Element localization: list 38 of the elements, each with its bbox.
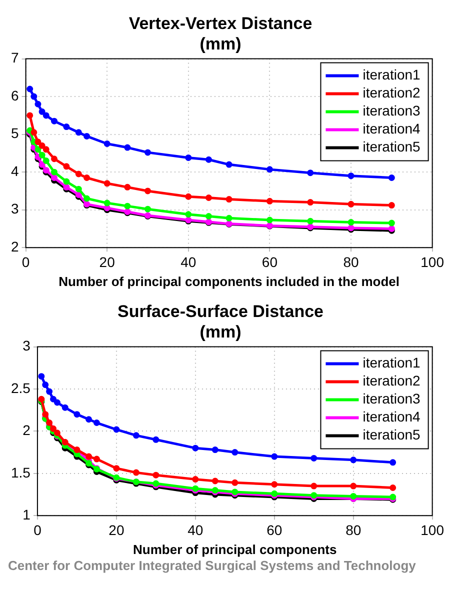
y-tick-label: 1.5	[10, 464, 31, 480]
y-tick-label: 1	[22, 506, 31, 522]
legend-label: iteration2	[362, 372, 421, 389]
y-tick-label: 2	[22, 422, 31, 438]
legend-label: iteration5	[362, 138, 421, 155]
legend-label: iteration5	[362, 426, 421, 443]
legend-label: iteration3	[362, 390, 421, 407]
y-tick-label: 5	[10, 125, 19, 142]
chart-title: Surface-Surface Distance (mm)	[118, 302, 324, 342]
x-tick-label: 100	[420, 254, 444, 270]
x-tick-label: 40	[188, 522, 204, 538]
legend-label: iteration2	[362, 84, 421, 101]
text: Center for Computer Integrated Surgical Systems and Technology	[8, 558, 417, 573]
y-tick-label: 3	[22, 338, 31, 354]
x-tick-label: 0	[34, 522, 42, 538]
y-tick-label: 2	[10, 238, 19, 254]
x-axis-title: Number of principal components	[133, 542, 337, 557]
chart-title: Vertex-Vertex Distance (mm)	[128, 14, 312, 54]
legend-label: iteration4	[362, 120, 421, 137]
x-tick-label: 40	[180, 254, 196, 270]
x-tick-label: 20	[108, 522, 124, 538]
x-tick-label: 0	[22, 254, 30, 270]
y-tick-label: 6	[10, 87, 19, 104]
x-tick-label: 80	[346, 522, 362, 538]
x-tick-label: 80	[343, 254, 360, 270]
y-tick-label: 2.5	[10, 380, 31, 396]
y-tick-label: 7	[10, 50, 19, 66]
legend-label: iteration4	[362, 408, 421, 425]
x-tick-label: 20	[99, 254, 116, 270]
legend-label: iteration3	[362, 102, 421, 119]
x-tick-label: 60	[262, 254, 278, 270]
y-tick-label: 4	[10, 162, 19, 179]
y-tick-label: 3	[10, 200, 19, 217]
legend-label: iteration1	[362, 354, 421, 371]
legend-label: iteration1	[362, 66, 421, 83]
x-axis-title: Number of principal components included in the model	[58, 274, 400, 289]
x-tick-label: 100	[420, 522, 444, 538]
x-tick-label: 60	[266, 522, 282, 538]
